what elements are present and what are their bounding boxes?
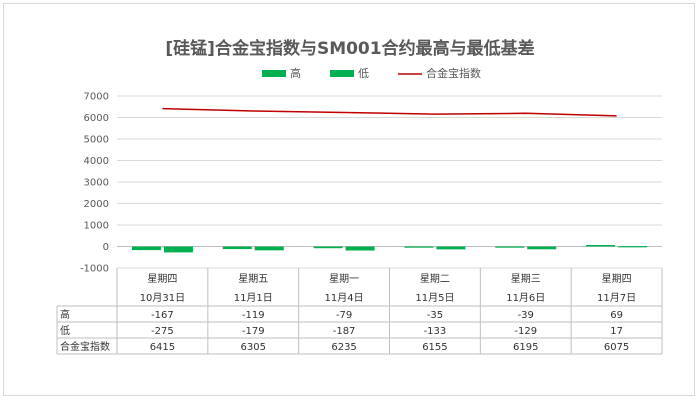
category-weekday: 星期三 bbox=[511, 273, 541, 285]
table-cell: -39 bbox=[518, 310, 534, 321]
data-table: 星期四 10月31日 星期五 11月1日 星期一 11月4日 星期二 11月5日 星期三 11月6… bbox=[56, 268, 663, 355]
bars bbox=[131, 245, 648, 253]
y-tick-label: 4000 bbox=[84, 156, 109, 167]
category-date: 10月31日 bbox=[140, 292, 185, 304]
table-cell: 6305 bbox=[241, 342, 266, 353]
chart-frame bbox=[3, 3, 695, 396]
category-date: 11月6日 bbox=[506, 292, 545, 304]
table-cell: -167 bbox=[151, 310, 174, 321]
table-cell: 6155 bbox=[422, 342, 447, 353]
legend: 高 低 合金宝指数 bbox=[262, 66, 481, 80]
table-cell: 6235 bbox=[331, 342, 356, 353]
legend-swatch bbox=[262, 70, 286, 77]
table-cell: 6075 bbox=[604, 342, 629, 353]
table-cell: 17 bbox=[610, 326, 623, 337]
bar bbox=[131, 246, 161, 251]
y-tick-label: 6000 bbox=[84, 113, 109, 124]
category-weekday: 星期四 bbox=[147, 273, 177, 285]
bar bbox=[618, 246, 648, 248]
table-cell: -187 bbox=[333, 326, 356, 337]
bar bbox=[527, 246, 557, 250]
bar bbox=[222, 246, 252, 250]
category-weekday: 星期五 bbox=[238, 273, 268, 285]
y-tick-label: 1000 bbox=[84, 221, 109, 232]
category-date: 11月4日 bbox=[325, 292, 364, 304]
bar bbox=[495, 246, 525, 248]
table-cell: -133 bbox=[424, 326, 447, 337]
table-cell: 6195 bbox=[513, 342, 538, 353]
y-tick-label: -1000 bbox=[80, 264, 109, 275]
bar bbox=[586, 245, 616, 247]
y-tick-label: 5000 bbox=[84, 135, 109, 146]
row-label: 合金宝指数 bbox=[60, 340, 110, 353]
row-label: 低 bbox=[60, 324, 70, 337]
bar bbox=[345, 246, 375, 251]
chart-title: [硅锰]合金宝指数与SM001合约最高与最低基差 bbox=[165, 39, 535, 59]
row-label: 高 bbox=[60, 308, 70, 321]
legend-label: 高 bbox=[290, 66, 301, 80]
index-line bbox=[162, 107, 617, 117]
category-weekday: 星期一 bbox=[329, 273, 359, 285]
bar bbox=[313, 246, 343, 249]
category-date: 11月1日 bbox=[234, 292, 273, 304]
legend-swatch bbox=[330, 70, 354, 77]
table-cell: -275 bbox=[151, 326, 174, 337]
table-cell: -79 bbox=[336, 310, 352, 321]
table-cell: -35 bbox=[427, 310, 443, 321]
table-cell: -119 bbox=[242, 310, 265, 321]
bar bbox=[404, 246, 434, 248]
category-date: 11月5日 bbox=[415, 292, 454, 304]
legend-label: 合金宝指数 bbox=[426, 66, 481, 80]
table-cell: -179 bbox=[242, 326, 265, 337]
table-cell: 69 bbox=[610, 310, 623, 321]
grid-lines bbox=[117, 95, 662, 269]
y-axis: -1000 0 1000 2000 3000 4000 5000 6000 7000 bbox=[80, 92, 109, 275]
table-cell: 6415 bbox=[150, 342, 175, 353]
table-cell: -129 bbox=[514, 326, 537, 337]
bar bbox=[254, 246, 284, 251]
category-weekday: 星期二 bbox=[420, 273, 450, 285]
series-line bbox=[162, 107, 617, 117]
category-weekday: 星期四 bbox=[602, 273, 632, 285]
y-tick-label: 7000 bbox=[84, 92, 109, 103]
y-tick-label: 2000 bbox=[84, 199, 109, 210]
y-tick-label: 0 bbox=[103, 242, 109, 253]
y-tick-label: 3000 bbox=[84, 178, 109, 189]
bar bbox=[436, 246, 466, 250]
legend-label: 低 bbox=[358, 67, 369, 80]
bar bbox=[163, 246, 193, 253]
category-date: 11月7日 bbox=[597, 292, 636, 304]
